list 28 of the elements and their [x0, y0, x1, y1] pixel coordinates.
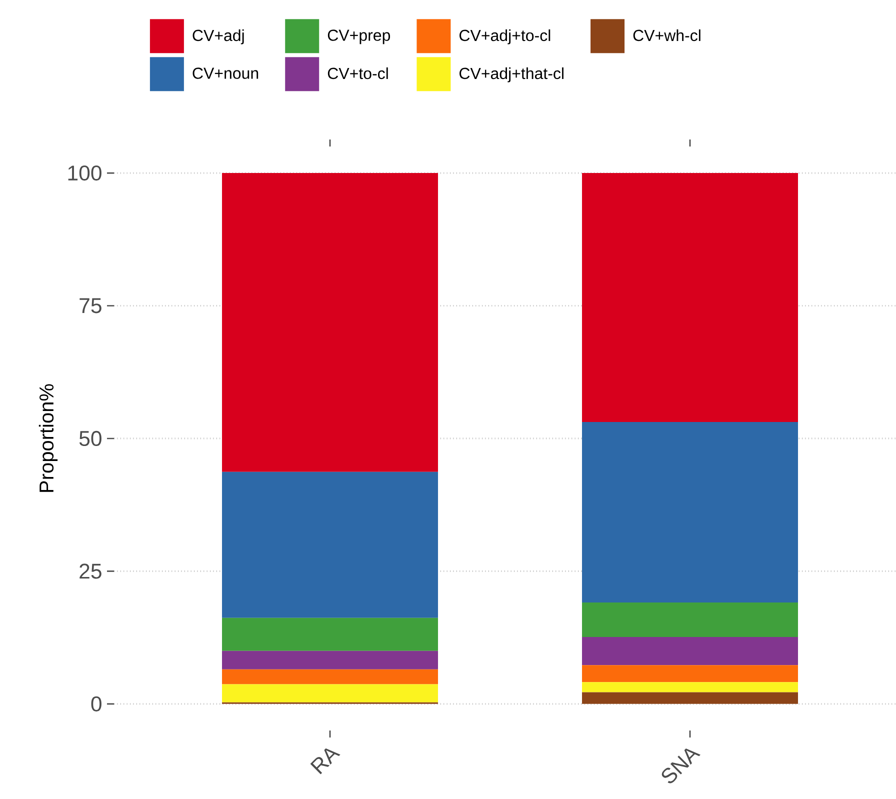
legend-label: CV+noun [192, 68, 258, 79]
legend-label: CV+wh-cl [633, 29, 700, 42]
y-tick-label: 75 [80, 298, 102, 314]
bar [222, 669, 438, 684]
bar [222, 173, 438, 472]
y-tick-label: 25 [80, 564, 102, 579]
bar [582, 602, 798, 638]
bar [582, 173, 798, 422]
legend-label: CV+to-cl [328, 67, 388, 80]
bar [582, 637, 798, 666]
legend-label: CV+prep [328, 30, 390, 44]
legend-label: CV+adj+to-cl [460, 29, 550, 44]
bar [582, 422, 798, 603]
bar [222, 472, 438, 618]
y-tick-label: 50 [79, 430, 102, 446]
bar [222, 650, 438, 670]
bar [582, 682, 798, 692]
y-tick-label: 0 [91, 696, 102, 712]
bar [222, 684, 438, 702]
y-axis-title: Proportion% [38, 384, 58, 492]
bar [582, 665, 798, 682]
legend-label: CV+adj+that-cl [460, 67, 564, 82]
x-tick-label: RA [310, 748, 340, 774]
legend-label: CV+adj [192, 29, 244, 44]
bar [582, 692, 798, 704]
bar [222, 618, 438, 651]
x-tick-label: SNA [662, 748, 700, 784]
y-tick-label: 100 [68, 165, 102, 181]
